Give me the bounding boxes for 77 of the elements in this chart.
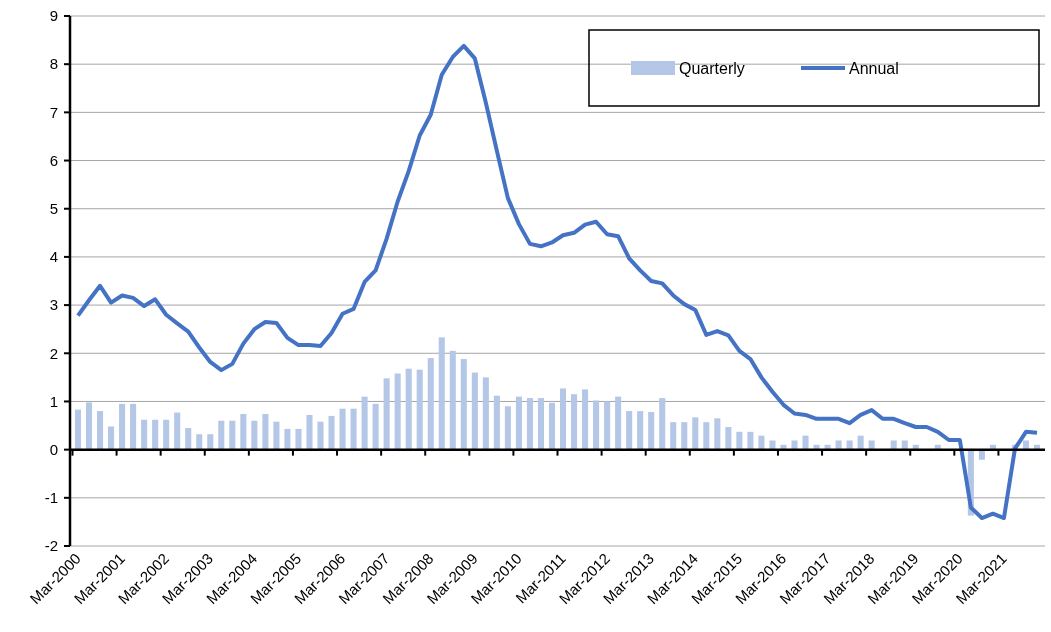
bar — [670, 422, 677, 450]
bar — [306, 414, 313, 450]
bar — [185, 427, 192, 450]
bar — [196, 434, 203, 450]
bar — [571, 394, 578, 450]
bar — [372, 403, 379, 450]
y-tick-label: 6 — [49, 151, 58, 169]
bar — [361, 396, 368, 450]
bar — [317, 421, 324, 450]
bar — [725, 426, 732, 450]
bar — [218, 420, 225, 450]
bar — [130, 403, 137, 450]
bar — [802, 435, 809, 450]
bar — [152, 419, 159, 450]
bar — [295, 428, 302, 450]
bar — [207, 434, 214, 450]
bar — [74, 409, 82, 450]
y-tick-label: 9 — [49, 7, 58, 25]
bar — [537, 398, 544, 450]
y-tick-label: 8 — [49, 55, 58, 73]
legend-label: Annual — [849, 59, 899, 77]
bar — [692, 417, 699, 450]
bar — [163, 419, 170, 450]
bar — [559, 388, 567, 450]
bar — [515, 396, 522, 450]
bar — [626, 411, 633, 450]
y-tick-label: 2 — [49, 344, 58, 362]
y-tick-label: 0 — [49, 440, 58, 458]
bar — [681, 422, 688, 450]
line-series — [75, 43, 1040, 521]
bar — [427, 358, 434, 450]
bar — [703, 422, 710, 450]
y-tick-label: 5 — [49, 199, 58, 217]
bar — [791, 440, 798, 450]
y-tick-label: 1 — [49, 392, 58, 410]
bar — [604, 401, 611, 450]
bar — [593, 400, 600, 450]
bar — [284, 428, 291, 450]
y-tick-label: -1 — [44, 489, 58, 507]
bar — [438, 337, 445, 450]
bar — [526, 398, 533, 450]
y-tick-label: 7 — [49, 103, 58, 121]
y-tick-label: -2 — [44, 537, 58, 555]
bar — [262, 413, 269, 450]
bar — [714, 418, 721, 450]
bar — [615, 396, 622, 450]
bar — [637, 411, 644, 450]
y-tick-label: 4 — [49, 248, 58, 266]
bar — [548, 402, 556, 450]
bar — [394, 373, 401, 450]
bar — [339, 408, 346, 450]
bar — [97, 411, 104, 450]
bar — [85, 402, 93, 450]
bar — [383, 378, 390, 450]
bar — [141, 419, 148, 450]
bar — [328, 415, 335, 450]
bar — [582, 389, 589, 450]
bar — [405, 368, 412, 450]
bar — [449, 350, 456, 450]
bar — [493, 395, 500, 450]
bar — [240, 413, 247, 450]
bar — [504, 406, 511, 450]
bar — [416, 369, 423, 450]
bar — [119, 403, 126, 450]
y-tick-label: 3 — [49, 296, 58, 314]
bar — [659, 398, 666, 450]
bar — [251, 420, 258, 450]
bar — [471, 372, 478, 450]
bar — [273, 421, 280, 450]
bar — [174, 412, 181, 450]
bar — [460, 359, 467, 450]
bar — [350, 408, 357, 450]
legend-label: Quarterly — [679, 59, 745, 77]
bar — [648, 412, 655, 450]
bar — [229, 420, 236, 450]
bar — [108, 426, 115, 450]
bar — [482, 377, 489, 450]
